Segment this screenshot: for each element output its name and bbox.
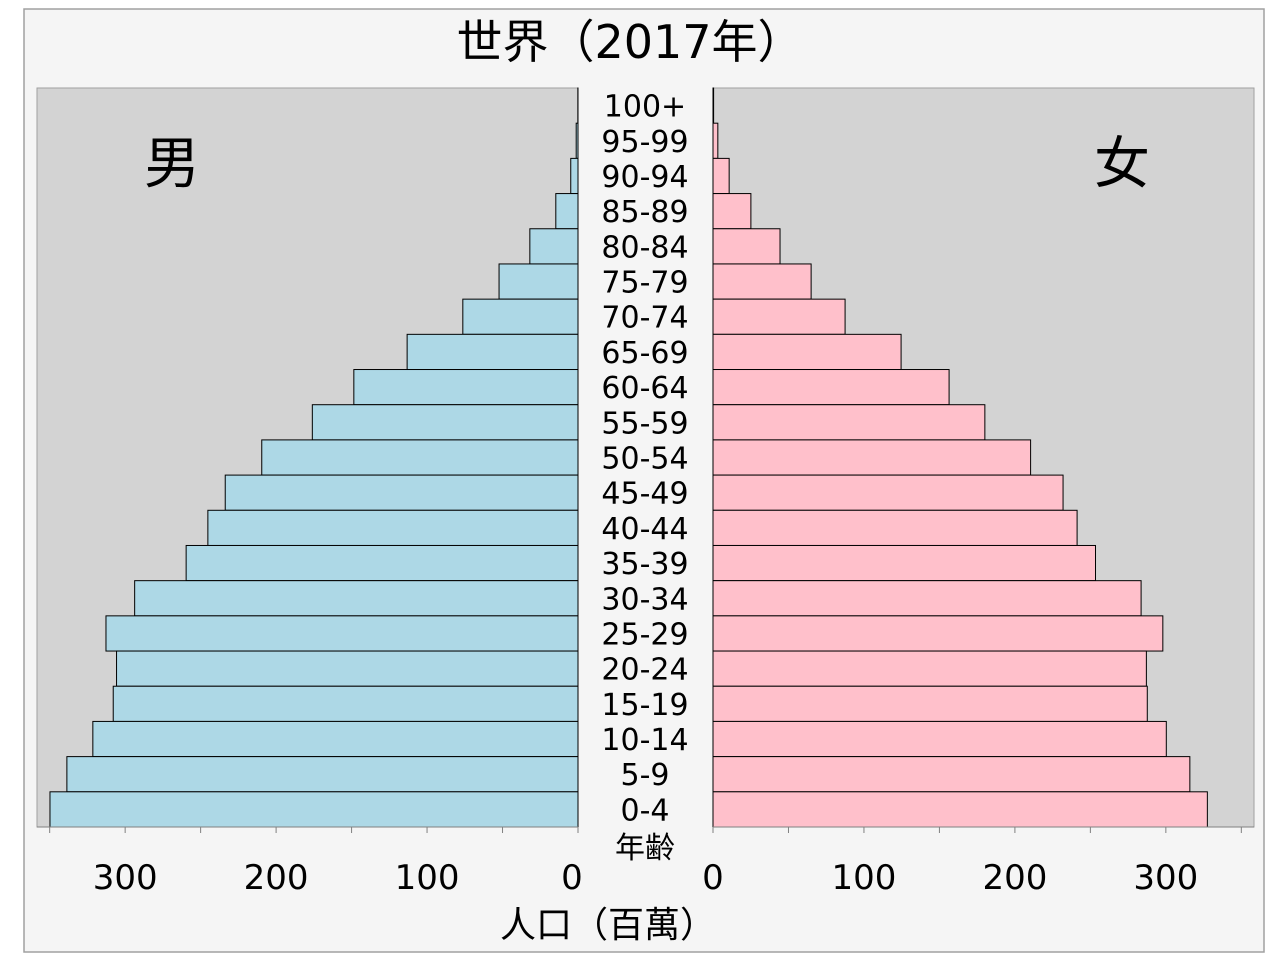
female-bar-15-19 xyxy=(713,686,1147,721)
x-tick-label-right-300: 300 xyxy=(1133,858,1198,898)
female-bar-45-49 xyxy=(713,475,1063,510)
age-label-100+: 100+ xyxy=(604,90,686,125)
female-bar-10-14 xyxy=(713,721,1166,756)
age-label-70-74: 70-74 xyxy=(601,301,688,336)
female-bar-90-94 xyxy=(713,158,729,193)
female-bar-70-74 xyxy=(713,299,845,334)
male-bar-30-34 xyxy=(135,581,578,616)
series-label-female: 女 xyxy=(1094,132,1150,197)
x-tick-label-left-300: 300 xyxy=(93,858,158,898)
x-tick-label-left-100: 100 xyxy=(395,858,460,898)
series-label-male: 男 xyxy=(144,132,200,197)
age-label-0-4: 0-4 xyxy=(621,793,670,828)
male-bar-85-89 xyxy=(556,194,578,229)
age-label-50-54: 50-54 xyxy=(601,442,688,477)
age-label-55-59: 55-59 xyxy=(601,406,688,441)
male-bar-90-94 xyxy=(571,158,578,193)
male-bar-70-74 xyxy=(463,299,578,334)
male-bar-75-79 xyxy=(499,264,578,299)
age-label-85-89: 85-89 xyxy=(601,195,688,230)
female-bar-65-69 xyxy=(713,334,901,369)
female-bar-0-4 xyxy=(713,792,1207,827)
age-label-45-49: 45-49 xyxy=(601,477,688,512)
age-label-20-24: 20-24 xyxy=(601,653,688,688)
x-tick-label-right-0: 0 xyxy=(702,858,724,898)
male-bar-45-49 xyxy=(225,475,578,510)
female-bar-100+ xyxy=(713,88,714,123)
age-label-15-19: 15-19 xyxy=(601,688,688,723)
male-bar-10-14 xyxy=(93,721,578,756)
male-bar-65-69 xyxy=(407,334,578,369)
x-axis-label: 人口（百萬） xyxy=(500,905,716,946)
age-label-60-64: 60-64 xyxy=(601,371,688,406)
male-bar-95-99 xyxy=(576,123,578,158)
x-tick-label-left-0: 0 xyxy=(561,858,583,898)
male-bar-40-44 xyxy=(208,510,578,545)
age-label-10-14: 10-14 xyxy=(601,723,688,758)
male-bar-80-84 xyxy=(530,229,578,264)
x-tick-label-right-200: 200 xyxy=(982,858,1047,898)
female-bar-85-89 xyxy=(713,194,751,229)
male-bar-5-9 xyxy=(67,757,578,792)
female-bar-55-59 xyxy=(713,405,985,440)
female-bar-95-99 xyxy=(713,123,718,158)
male-bar-50-54 xyxy=(262,440,578,475)
age-label-30-34: 30-34 xyxy=(601,582,688,617)
x-tick-label-left-200: 200 xyxy=(244,858,309,898)
male-bar-60-64 xyxy=(354,370,578,405)
age-label-35-39: 35-39 xyxy=(601,547,688,582)
female-bar-5-9 xyxy=(713,757,1190,792)
age-category-labels: 100+95-9990-9485-8980-8475-7970-7465-696… xyxy=(601,90,688,829)
female-bar-30-34 xyxy=(713,581,1141,616)
age-label-25-29: 25-29 xyxy=(601,617,688,652)
age-label-75-79: 75-79 xyxy=(601,266,688,301)
age-label-65-69: 65-69 xyxy=(601,336,688,371)
category-axis-label: 年齢 xyxy=(615,831,675,866)
age-label-90-94: 90-94 xyxy=(601,160,688,195)
female-bar-60-64 xyxy=(713,370,949,405)
female-bar-25-29 xyxy=(713,616,1163,651)
x-tick-label-right-100: 100 xyxy=(831,858,896,898)
female-bar-80-84 xyxy=(713,229,780,264)
female-bar-35-39 xyxy=(713,545,1096,580)
age-label-40-44: 40-44 xyxy=(601,512,688,547)
age-label-5-9: 5-9 xyxy=(621,758,670,793)
male-bar-15-19 xyxy=(113,686,578,721)
male-bar-20-24 xyxy=(117,651,578,686)
male-bar-55-59 xyxy=(312,405,578,440)
male-bar-25-29 xyxy=(106,616,578,651)
female-bar-75-79 xyxy=(713,264,811,299)
chart-title: 世界（2017年） xyxy=(456,15,803,69)
male-bar-0-4 xyxy=(50,792,578,827)
female-bar-20-24 xyxy=(713,651,1146,686)
male-bar-35-39 xyxy=(186,545,578,580)
female-bar-50-54 xyxy=(713,440,1031,475)
age-label-95-99: 95-99 xyxy=(601,125,688,160)
age-label-80-84: 80-84 xyxy=(601,230,688,265)
female-bar-40-44 xyxy=(713,510,1077,545)
